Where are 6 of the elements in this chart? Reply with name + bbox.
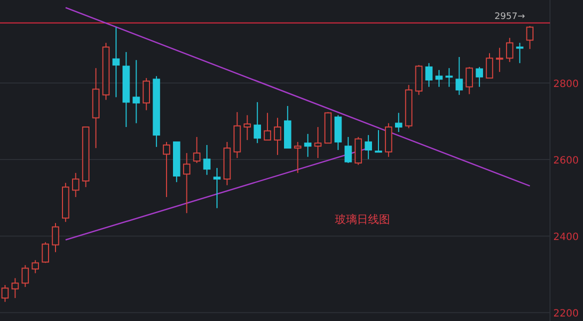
y-tick-label: 2200 bbox=[553, 308, 579, 320]
y-tick-label: 2400 bbox=[553, 232, 579, 244]
ref-line-label: 2957→ bbox=[494, 12, 526, 22]
y-tick-label: 2800 bbox=[553, 79, 579, 90]
y-tick-label: 2600 bbox=[553, 156, 579, 167]
annotation: 玻璃日线图 bbox=[335, 213, 390, 226]
